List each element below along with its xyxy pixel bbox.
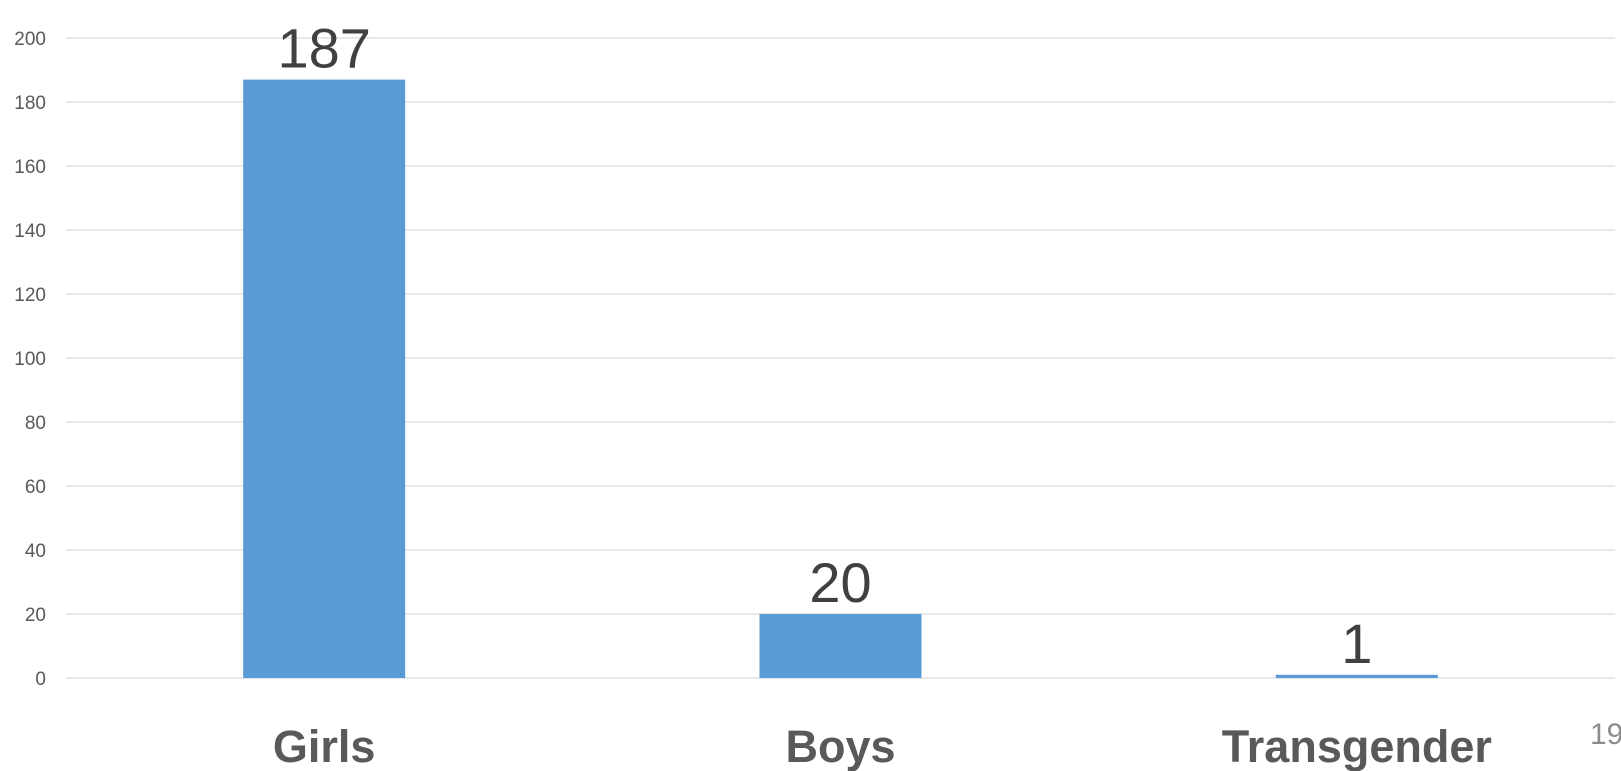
y-tick-label: 80	[25, 413, 46, 434]
bar-boys	[759, 614, 922, 678]
y-tick-label: 160	[14, 157, 46, 178]
y-tick-label: 180	[14, 93, 46, 114]
y-tick-label: 100	[14, 349, 46, 370]
y-tick-label: 140	[14, 221, 46, 242]
data-label: 1	[1341, 612, 1372, 675]
bars	[243, 79, 1438, 679]
y-tick-label: 60	[25, 477, 46, 498]
data-label: 187	[277, 17, 370, 80]
page-number: 19	[1590, 718, 1621, 751]
y-tick-label: 40	[25, 541, 46, 562]
x-axis-ticks: Girls Boys Transgender	[273, 721, 1492, 771]
bar-girls	[243, 79, 406, 679]
y-tick-label: 20	[25, 605, 46, 626]
y-axis-ticks: 0 20 40 60 80 100 120 140 160 180 200	[14, 29, 46, 690]
x-tick-label: Girls	[273, 721, 376, 771]
bar-transgender	[1275, 674, 1438, 678]
data-label: 20	[809, 551, 871, 614]
data-labels: 187 20 1	[277, 17, 1372, 675]
y-tick-label: 0	[35, 669, 46, 690]
y-tick-label: 200	[14, 29, 46, 50]
y-tick-label: 120	[14, 285, 46, 306]
x-tick-label: Transgender	[1222, 721, 1492, 771]
x-tick-label: Boys	[785, 721, 895, 771]
